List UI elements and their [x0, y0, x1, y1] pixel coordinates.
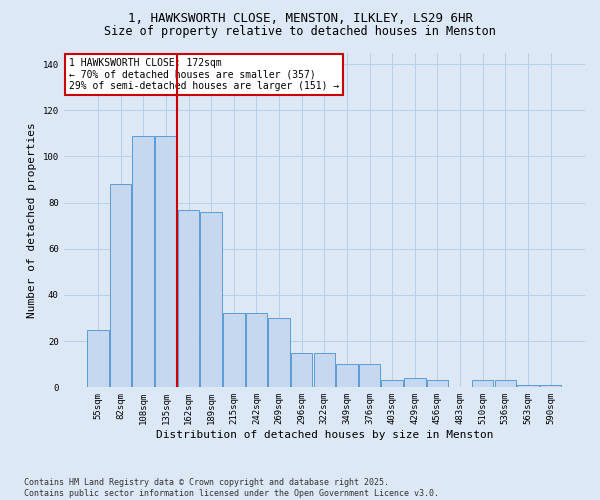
Bar: [110, 184, 131, 388]
Bar: [382, 380, 403, 388]
Bar: [427, 380, 448, 388]
Bar: [155, 136, 176, 388]
Text: 1 HAWKSWORTH CLOSE: 172sqm
← 70% of detached houses are smaller (357)
29% of sem: 1 HAWKSWORTH CLOSE: 172sqm ← 70% of deta…: [69, 58, 339, 90]
Bar: [359, 364, 380, 388]
Bar: [268, 318, 290, 388]
Bar: [133, 136, 154, 388]
Bar: [178, 210, 199, 388]
Bar: [87, 330, 109, 388]
Bar: [404, 378, 425, 388]
Bar: [336, 364, 358, 388]
Bar: [494, 380, 516, 388]
Bar: [223, 314, 245, 388]
Bar: [314, 352, 335, 388]
Bar: [200, 212, 222, 388]
Bar: [517, 385, 539, 388]
Bar: [291, 352, 313, 388]
Y-axis label: Number of detached properties: Number of detached properties: [27, 122, 37, 318]
X-axis label: Distribution of detached houses by size in Menston: Distribution of detached houses by size …: [155, 430, 493, 440]
Text: Contains HM Land Registry data © Crown copyright and database right 2025.
Contai: Contains HM Land Registry data © Crown c…: [24, 478, 439, 498]
Text: 1, HAWKSWORTH CLOSE, MENSTON, ILKLEY, LS29 6HR: 1, HAWKSWORTH CLOSE, MENSTON, ILKLEY, LS…: [128, 12, 473, 26]
Text: Size of property relative to detached houses in Menston: Size of property relative to detached ho…: [104, 25, 496, 38]
Bar: [540, 385, 561, 388]
Bar: [245, 314, 267, 388]
Bar: [472, 380, 493, 388]
